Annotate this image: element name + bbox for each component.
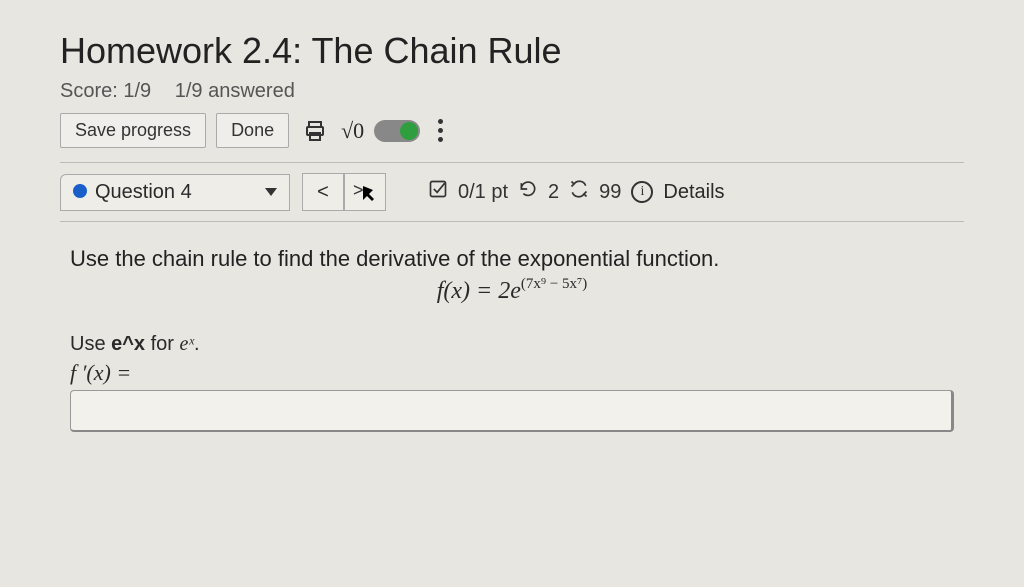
status-dot-icon [73, 184, 87, 198]
chevron-down-icon [265, 188, 277, 196]
problem-prompt: Use the chain rule to find the derivativ… [70, 246, 954, 272]
equation-lhs: f(x) = 2e [437, 278, 521, 304]
check-icon [428, 179, 448, 205]
question-nav-row: Question 4 < > 0/1 pt 2 [60, 163, 964, 222]
page-title: Homework 2.4: The Chain Rule [60, 30, 964, 72]
next-question-button[interactable]: > [344, 173, 386, 211]
math-mode-toggle[interactable] [374, 120, 420, 142]
more-menu-icon[interactable] [430, 115, 451, 146]
attempts-icon [569, 179, 589, 205]
score-label: Score: 1/9 [60, 80, 151, 102]
hint-prefix: Use [70, 333, 111, 355]
question-selector[interactable]: Question 4 [60, 174, 290, 211]
answer-input[interactable] [70, 390, 954, 432]
prev-question-button[interactable]: < [302, 173, 344, 211]
print-icon[interactable] [299, 115, 331, 147]
toolbar: Save progress Done √0 [60, 113, 964, 148]
problem-content: Use the chain rule to find the derivativ… [60, 246, 964, 432]
hint-math: eˣ [180, 333, 195, 355]
attempts-remaining: 99 [599, 181, 621, 204]
equation-exponent: (7x⁹ − 5x⁷) [521, 276, 587, 292]
derivative-label: f ′(x) = [70, 360, 954, 386]
details-link[interactable]: Details [663, 181, 724, 204]
question-meta: 0/1 pt 2 99 i Details [428, 179, 725, 205]
score-row: Score: 1/9 1/9 answered [60, 80, 964, 103]
problem-equation: f(x) = 2e(7x⁹ − 5x⁷) [70, 278, 954, 305]
points-label: 0/1 pt [458, 181, 508, 204]
retry-count: 2 [548, 181, 559, 204]
math-mode-icon[interactable]: √0 [341, 118, 364, 144]
input-hint: Use e^x for eˣ. [70, 333, 954, 356]
save-progress-button[interactable]: Save progress [60, 113, 206, 148]
answered-label: 1/9 answered [175, 80, 295, 102]
info-icon[interactable]: i [631, 181, 653, 203]
hint-mid: for [145, 333, 179, 355]
question-label: Question 4 [95, 181, 192, 203]
hint-code: e^x [111, 333, 145, 355]
done-button[interactable]: Done [216, 113, 289, 148]
hint-suffix: . [194, 333, 200, 355]
svg-text:>: > [353, 180, 364, 200]
retry-icon [518, 179, 538, 205]
